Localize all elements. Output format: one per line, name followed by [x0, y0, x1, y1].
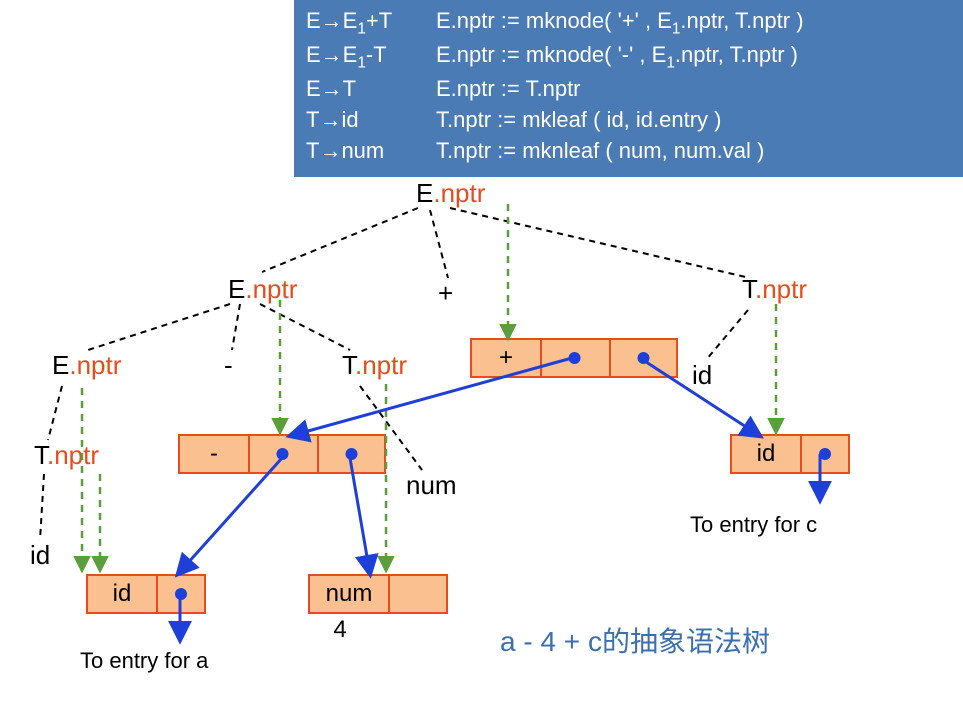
grammar-row: E→E1-TE.nptr := mknode( '-' , E1.nptr, T… — [306, 40, 963, 74]
parse-node-T_mid: T.nptr — [342, 350, 407, 381]
ast-box-minus_box: - — [178, 434, 386, 474]
parse-node-id_l: id — [30, 540, 50, 571]
diagram-title: a - 4 + c的抽象语法树 — [500, 620, 770, 660]
ast-box-plus_box: + — [470, 338, 678, 378]
caption: To entry for a — [80, 648, 208, 674]
caption: To entry for c — [690, 512, 817, 538]
parse-node-T_low: T.nptr — [34, 440, 99, 471]
grammar-row: T→numT.nptr := mknleaf ( num, num.val ) — [306, 136, 963, 167]
parse-node-minus: - — [224, 350, 233, 381]
parse-node-E_mid: E.nptr — [228, 274, 297, 305]
grammar-row: E→TE.nptr := T.nptr — [306, 74, 963, 105]
grammar-box: E→E1+TE.nptr := mknode( '+' , E1.nptr, T… — [294, 0, 963, 177]
ast-box-num_box: num4 — [308, 574, 448, 614]
ast-box-ida_box: id — [86, 574, 206, 614]
parse-node-T_right: T.nptr — [742, 274, 807, 305]
parse-node-num: num — [406, 470, 457, 501]
grammar-row: E→E1+TE.nptr := mknode( '+' , E1.nptr, T… — [306, 6, 963, 40]
parse-node-E_low: E.nptr — [52, 350, 121, 381]
parse-node-id_r: id — [692, 360, 712, 391]
ast-box-idc_box: id — [730, 434, 850, 474]
parse-node-E_top: E.nptr — [416, 178, 485, 209]
grammar-row: T→idT.nptr := mkleaf ( id, id.entry ) — [306, 105, 963, 136]
parse-node-plus: + — [438, 278, 453, 309]
